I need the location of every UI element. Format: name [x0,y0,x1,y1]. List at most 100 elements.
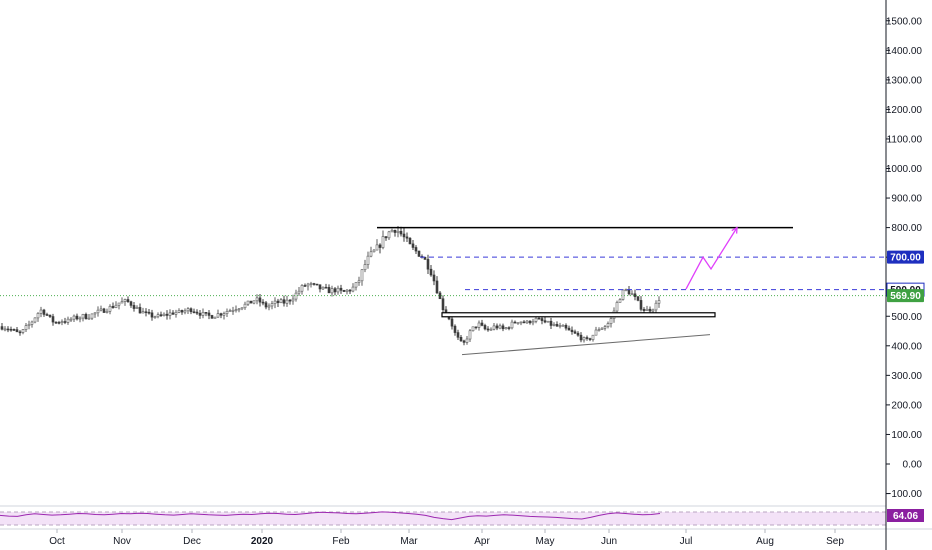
candle-body [651,309,655,312]
candle-body [642,309,646,311]
y-tick-label: 1100.00 [887,134,923,145]
x-tick-label: Jun [601,536,617,547]
y-tick-label: 1000.00 [886,164,923,175]
candle-body [204,312,208,314]
candle-body [540,318,544,321]
candle-body [621,289,625,300]
candle-body [249,300,253,304]
candle-body [324,286,328,289]
candle-body [111,306,115,308]
candle-body [501,325,505,330]
candle-body [108,306,112,312]
price-pane[interactable] [0,0,886,505]
candle-body [318,284,322,290]
rising-trendline[interactable] [461,334,711,356]
candle-body [0,326,4,330]
candle-body [414,247,418,252]
candle-body [306,283,310,287]
x-tick-label: Mar [400,536,418,547]
candle-body [201,312,205,316]
candle-body [426,259,430,270]
candle-body [477,322,481,328]
candle-body [411,243,415,248]
candle-body [492,325,496,330]
candle-body [648,308,652,312]
candle-body [6,328,10,331]
candle-body [24,325,28,330]
candle-body [519,321,523,324]
candle-body [243,303,247,309]
candle-body [132,305,136,309]
candle-body [408,237,412,245]
candle-body [171,312,175,315]
candle-body [483,325,487,330]
projection-path[interactable] [685,227,738,290]
candle-body [546,320,550,323]
candle-body [195,311,199,314]
y-tick-label: −100.00 [886,489,923,500]
candle-body [45,314,49,316]
candle-body [93,312,97,315]
candle-body [597,329,601,331]
candle-body [405,236,409,239]
candle-body [276,300,280,304]
candle-body [369,251,373,257]
x-tick-label: Jul [680,536,693,547]
candle-body [393,229,397,233]
candle-body [570,329,574,333]
candle-body [288,299,292,302]
candle-body [135,307,139,309]
candle-body [609,318,613,324]
candle-body [639,300,643,310]
candle-body [48,314,52,317]
candle-body [534,317,538,322]
candle-body [363,264,367,271]
candle-body [258,297,262,303]
candle-body [459,337,463,342]
rsi-layer [0,511,661,521]
candle-body [654,302,658,311]
candle-body [588,338,592,340]
candle-body [285,299,289,304]
y-tick-label: 1300.00 [886,75,923,86]
candle-body [336,287,340,293]
candle-body [78,317,82,320]
candle-body [366,255,370,265]
candle-body [237,308,241,311]
candle-body [210,315,214,319]
candle-body [486,328,490,331]
candle-body [207,312,211,316]
candle-body [585,337,589,339]
candle-body [219,313,223,316]
x-tick-label: 2020 [251,536,274,547]
candle-body [342,290,346,292]
support-box[interactable] [441,312,716,318]
drawings-layer[interactable] [0,226,886,356]
candle-body [549,320,553,326]
candle-body [216,313,220,318]
candle-body [120,301,124,304]
candle-body [198,312,202,316]
candle-body [624,289,628,291]
candle-body [162,313,166,316]
candle-body [456,332,460,338]
candle-body [330,288,334,294]
candle-body [246,300,250,305]
candle-body [168,312,172,316]
candle-body [528,320,532,324]
time-axis[interactable]: Oct Nov Dec 2020 Feb Mar Apr May Jun Jul Aug Sep [49,529,844,547]
candle-body [561,325,565,327]
candle-body [234,309,238,311]
candle-body [321,286,325,290]
candle-body [618,299,622,303]
candle-body [504,327,508,330]
rsi-line [0,511,661,521]
y-tick-label: 0.00 [903,460,923,471]
candle-body [66,318,70,323]
candle-body [60,321,64,323]
candle-body [30,321,34,325]
candle-body [594,329,598,336]
candle-body [567,327,571,331]
